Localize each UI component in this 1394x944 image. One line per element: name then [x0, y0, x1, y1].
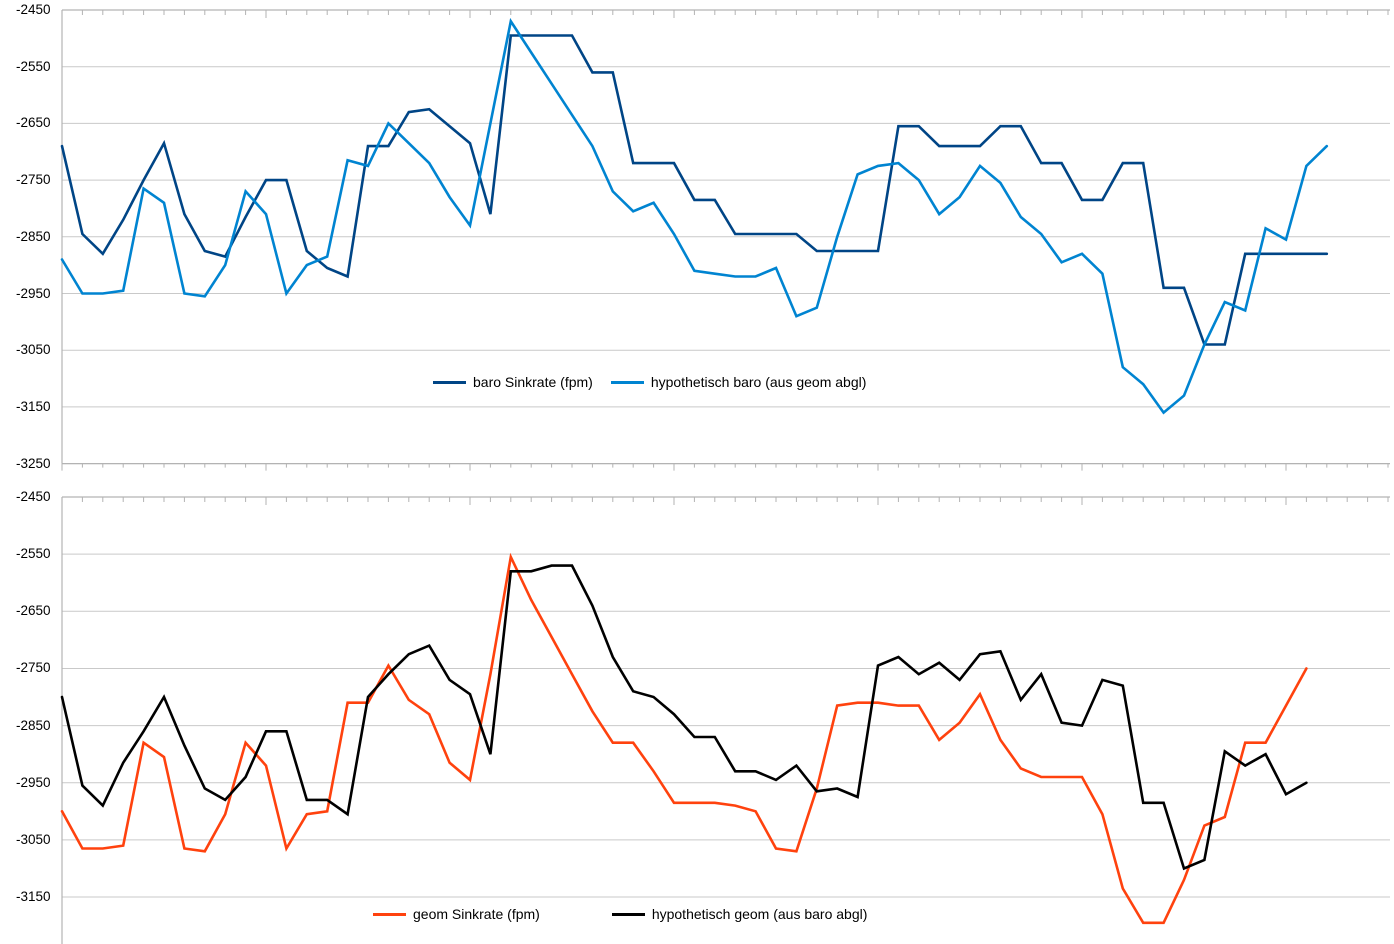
legend-label: hypothetisch geom (aus baro abgl) [651, 906, 868, 922]
y-axis-tick-label: -2950 [16, 285, 51, 301]
y-axis-tick-label: -2850 [16, 228, 51, 244]
legend-baro-chart: baro Sinkrate (fpm) hypothetisch baro (a… [433, 374, 866, 390]
y-axis-tick-label: -3250 [16, 455, 51, 471]
series-line-hypo-baro [60, 17, 1329, 415]
legend-item-geom-sinkrate: geom Sinkrate (fpm) [373, 906, 540, 922]
y-axis-tick-label: -2750 [16, 660, 51, 676]
series-line-baro [60, 34, 1329, 346]
y-axis-tick-label: -2950 [16, 774, 51, 790]
y-axis-tick-label: -3150 [16, 889, 51, 905]
y-axis-tick-label: -3050 [16, 342, 51, 358]
y-axis-tick-label: -3150 [16, 398, 51, 414]
legend-line-swatch-baro-icon [433, 380, 466, 384]
legend-item-hypothetisch-baro: hypothetisch baro (aus geom abgl) [610, 374, 867, 390]
series-line-hypo-geom [60, 564, 1308, 871]
legend-geom-chart: geom Sinkrate (fpm) hypothetisch geom (a… [373, 906, 867, 922]
y-axis-tick-label: -2650 [16, 603, 51, 619]
y-axis-tick-label: -2550 [16, 58, 51, 74]
y-axis-tick-label: -3050 [16, 831, 51, 847]
y-axis-tick-label: -2450 [16, 489, 51, 504]
y-axis-tick-label: -2450 [16, 2, 51, 17]
series-line-geom [60, 552, 1308, 925]
legend-line-swatch-hypo-baro-icon [610, 380, 644, 384]
legend-line-swatch-hypo-geom-icon [611, 912, 645, 916]
legend-item-baro-sinkrate: baro Sinkrate (fpm) [433, 374, 593, 390]
legend-label: hypothetisch baro (aus geom abgl) [650, 374, 867, 390]
legend-item-hypothetisch-geom: hypothetisch geom (aus baro abgl) [611, 906, 868, 922]
y-axis-tick-label: -2550 [16, 546, 51, 562]
y-axis-tick-label: -2850 [16, 717, 51, 733]
legend-label: baro Sinkrate (fpm) [473, 374, 593, 390]
legend-label: geom Sinkrate (fpm) [413, 906, 540, 922]
y-axis-tick-label: -2650 [16, 115, 51, 131]
legend-line-swatch-geom-icon [373, 912, 406, 916]
y-axis-tick-label: -2750 [16, 172, 51, 188]
